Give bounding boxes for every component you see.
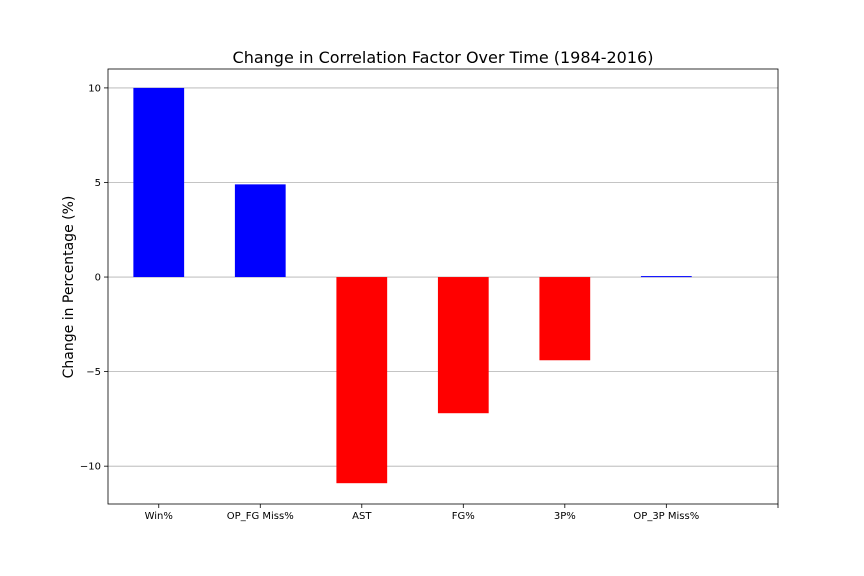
y-tick-label: −10 <box>80 462 101 473</box>
x-tick-label: OP_FG Miss% <box>227 511 294 522</box>
bar-3p <box>539 277 591 361</box>
x-ticks: Win% OP_FG Miss% AST FG% 3P% OP_3P Miss% <box>145 504 779 522</box>
y-tick-label: 5 <box>95 178 101 189</box>
bars <box>133 87 692 484</box>
x-tick-label: Win% <box>145 511 173 522</box>
bar-win <box>133 87 185 278</box>
x-tick-label: AST <box>352 511 372 522</box>
y-ticks: 10 5 0 −5 −10 <box>80 83 108 473</box>
plot-frame <box>107 68 779 505</box>
chart-title: Change in Correlation Factor Over Time (… <box>233 48 654 67</box>
bar-ast <box>336 277 388 484</box>
x-tick-label: FG% <box>452 511 475 522</box>
y-axis-label: Change in Percentage (%) <box>61 196 77 379</box>
y-tick-label: 10 <box>88 83 101 94</box>
bar-op-3p-miss <box>640 276 692 278</box>
axes <box>107 68 779 505</box>
bar-fg <box>437 277 489 414</box>
bar-op-fg-miss <box>234 184 286 278</box>
y-tick-label: −5 <box>86 367 101 378</box>
y-tick-label: 0 <box>95 273 101 284</box>
x-tick-label: OP_3P Miss% <box>633 511 699 522</box>
x-tick-label: 3P% <box>554 511 576 522</box>
